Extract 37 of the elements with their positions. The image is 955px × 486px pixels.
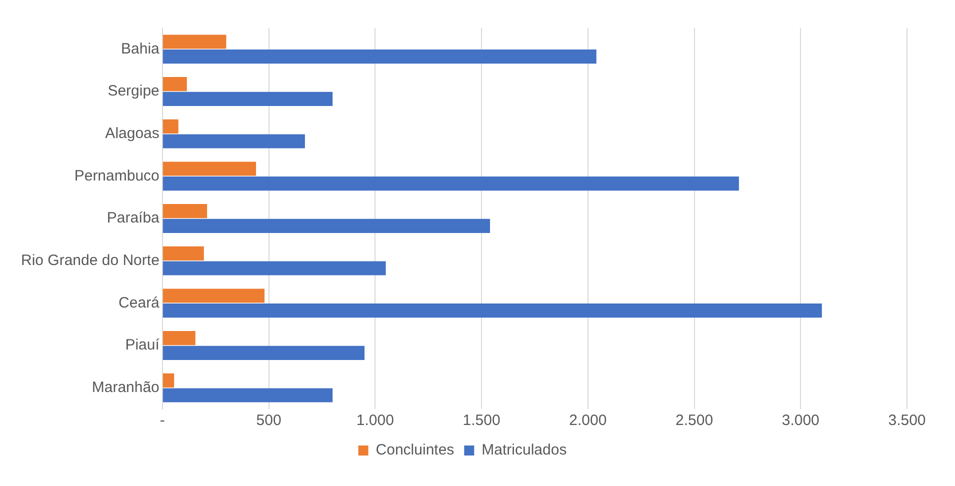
x-tick-label: 3.500 (888, 412, 926, 430)
x-tick-label: 3.000 (782, 412, 820, 430)
x-tick-label: 1.500 (462, 412, 500, 430)
bar (162, 288, 265, 303)
x-tick-label: 1.000 (356, 412, 394, 430)
x-tick-label: - (160, 412, 165, 430)
x-tick-label: 500 (256, 412, 282, 430)
legend-label: Concluintes (376, 442, 454, 459)
bar (162, 34, 226, 49)
bar (162, 204, 208, 218)
bar (162, 304, 822, 318)
bar (162, 388, 333, 402)
y-tick-label: Sergipe (108, 82, 160, 100)
x-tick-label: 2.500 (675, 412, 714, 430)
y-tick-label: Bahia (121, 40, 160, 58)
y-tick-label: Rio Grande do Norte (21, 252, 160, 269)
legend-label: Matriculados (482, 442, 567, 459)
bar (162, 373, 174, 388)
bar (162, 77, 187, 92)
x-tick-label: 2.000 (569, 412, 607, 430)
bar (162, 331, 196, 346)
bar (162, 134, 305, 148)
bar (162, 176, 739, 191)
y-tick-label: Piauí (125, 336, 160, 354)
bar (162, 92, 333, 106)
y-tick-label: Alagoas (105, 124, 160, 142)
y-tick-label: Maranhão (92, 378, 160, 396)
bar (162, 346, 365, 360)
y-tick-label: Ceará (118, 294, 160, 312)
bar (162, 119, 178, 134)
bar (162, 50, 596, 64)
y-tick-label: Pernambuco (74, 167, 160, 184)
bar (162, 246, 204, 260)
bar (162, 261, 386, 276)
bar (162, 218, 490, 233)
bar (162, 162, 256, 176)
y-tick-label: Paraíba (106, 210, 160, 227)
